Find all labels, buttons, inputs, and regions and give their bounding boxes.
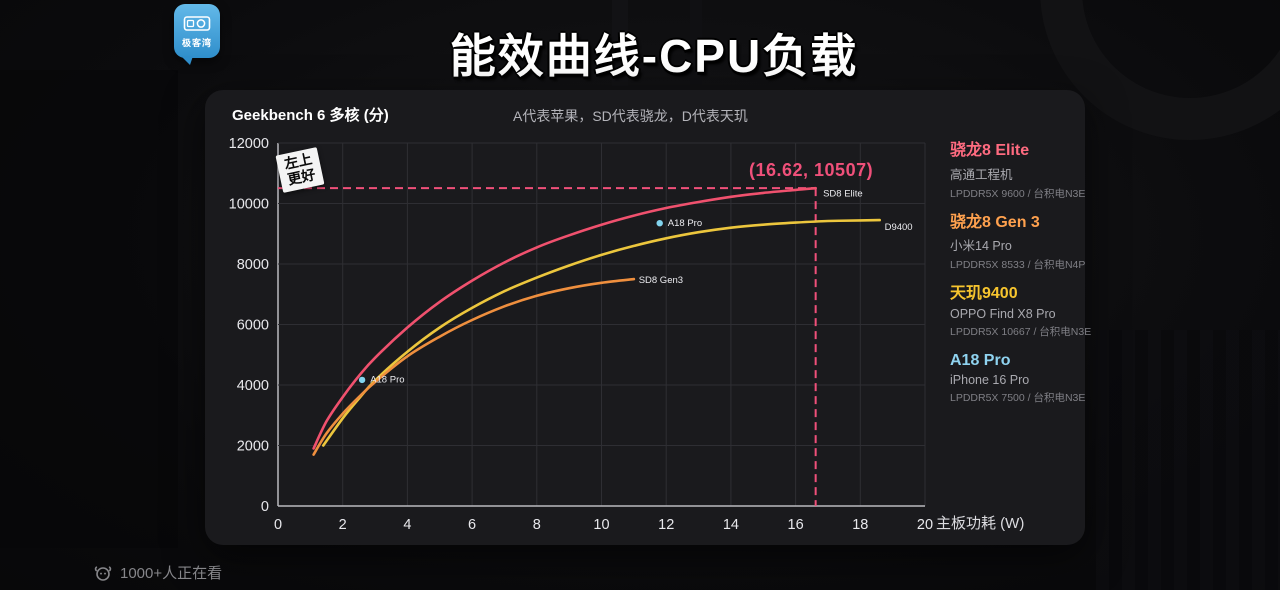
plot-svg: 0 2 4 6 8 10 12 14 16 18 20 0 2000 4000 6000 8000 10000 1… [229,136,933,533]
svg-text:12000: 12000 [229,136,269,152]
legend-entry-sd8-elite: 骁龙8 Elite 高通工程机 LPDDR5X 9600 / 台积电N3E [950,142,1088,201]
point-A18-Pro [656,220,663,227]
legend-entry-sd8-gen3: 骁龙8 Gen 3 小米14 Pro LPDDR5X 8533 / 台积电N4P [950,214,1088,273]
legend-device: iPhone 16 Pro [950,373,1030,388]
svg-text:6000: 6000 [237,318,269,334]
legend-chip-name: A18 Pro [950,351,1011,369]
viewer-count: 1000+人正在看 [120,565,223,582]
legend-chip-name: 天玑9400 [950,285,1018,303]
legend-spec: LPDDR5X 8533 / 台积电N4P [950,259,1086,272]
svg-text:0: 0 [274,517,282,533]
svg-text:14: 14 [723,517,739,533]
curve-label-SD8-Elite: SD8 Elite [823,189,863,200]
svg-text:10000: 10000 [229,197,269,213]
svg-text:0: 0 [261,499,269,515]
curve-label-A18-Pro: A18 Pro [668,218,702,229]
viewer-icon [94,565,112,581]
svg-text:4000: 4000 [237,378,269,394]
svg-text:6: 6 [468,517,476,533]
bg-decoration-panel [0,70,178,548]
legend-entry-a18-pro: A18 Pro iPhone 16 Pro LPDDR5X 7500 / 台积电… [950,352,1088,406]
live-viewers: 1000+人正在看 [93,562,222,583]
annotation-dashed-lines [278,187,817,506]
legend-device: 小米14 Pro [950,239,1012,254]
curve-SD8-Elite [312,186,817,450]
page-title: 能效曲线-CPU负载 [449,30,859,82]
peak-annotation: (16.62, 10507) [749,160,874,180]
legend-chip-name: 骁龙8 Elite [950,142,1030,159]
svg-text:12: 12 [658,517,674,533]
legend-spec: LPDDR5X 9600 / 台积电N3E [950,187,1086,200]
svg-text:8000: 8000 [237,257,269,273]
svg-text:16: 16 [788,517,804,533]
geekerwan-logo: 极客湾 [174,4,220,65]
svg-text:8: 8 [533,517,541,533]
curve-D9400 [322,218,881,447]
chart-subtitle: A代表苹果，SD代表骁龙，D代表天玑 [513,108,748,124]
bg-decoration-stripes [1096,330,1280,590]
logo-text: 极客湾 [181,37,212,48]
legend-entry-d9400: 天玑9400 OPPO Find X8 Pro LPDDR5X 10667 / … [950,285,1092,339]
svg-text:18: 18 [852,517,868,533]
legend: 骁龙8 Elite 高通工程机 LPDDR5X 9600 / 台积电N3E 骁龙… [950,142,1092,418]
legend-spec: LPDDR5X 7500 / 台积电N3E [950,392,1086,405]
legend-device: 高通工程机 [950,167,1013,182]
curve-SD8-Gen3 [312,277,636,456]
legend-chip-name: 骁龙8 Gen 3 [950,213,1040,231]
svg-text:2000: 2000 [237,439,269,455]
chart-panel: 0 2 4 6 8 10 12 14 16 18 20 0 2000 4000 6000 8000 10000 1… [205,90,1092,545]
gridlines: 0 2 4 6 8 10 12 14 16 18 20 0 2000 4000 6000 8000 10000 1… [229,136,933,533]
x-axis-label: 主板功耗 (W) [936,515,1025,532]
better-tag-line: 更好 [285,165,317,188]
curve-label-A18-Pro: A18 Pro [370,375,404,386]
chart-metric-label: Geekbench 6 多核 (分) [232,107,389,124]
point-A18-Pro [358,376,366,384]
svg-text:20: 20 [917,517,933,533]
svg-text:4: 4 [403,517,411,533]
curve-label-SD8-Gen3: SD8 Gen3 [639,275,683,286]
curve-label-D9400: D9400 [885,222,913,233]
legend-spec: LPDDR5X 10667 / 台积电N3E [950,325,1092,338]
legend-device: OPPO Find X8 Pro [950,306,1056,321]
svg-text:10: 10 [593,517,609,533]
svg-text:2: 2 [339,517,347,533]
gpu-card-icon [183,15,211,31]
